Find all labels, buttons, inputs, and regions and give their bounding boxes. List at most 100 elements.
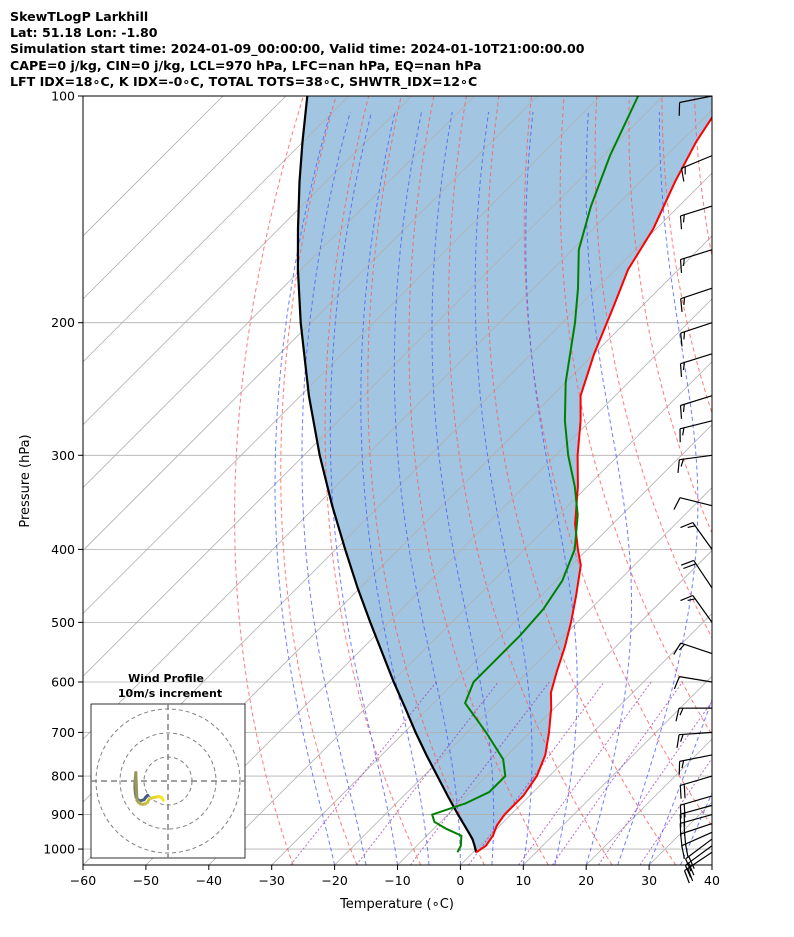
barb-feather	[682, 427, 685, 436]
wind-barb	[680, 559, 713, 589]
dry-adiabat	[367, 96, 485, 865]
moist-adiabat	[680, 791, 712, 865]
barb-feather	[687, 598, 696, 601]
barb-feather	[683, 813, 686, 827]
title-times: Simulation start time: 2024-01-09_00:00:…	[10, 41, 585, 57]
wind-barb	[673, 642, 713, 655]
moist-adiabat	[431, 111, 495, 865]
barb-feather	[679, 814, 682, 828]
mixing-ratio-line	[290, 681, 437, 865]
barb-feather	[679, 259, 683, 273]
hodograph-segment	[160, 796, 165, 802]
wind-barb	[684, 845, 713, 878]
inset-subtitle: 10m/s increment	[118, 687, 222, 700]
barb-feather	[683, 870, 690, 884]
wind-barb	[680, 322, 713, 347]
barb-shaft	[679, 454, 713, 461]
y-tick-label: 1000	[43, 842, 75, 857]
barb-shaft	[680, 795, 713, 806]
cape-cin-shading	[297, 96, 712, 853]
barb-feather	[680, 734, 684, 742]
barb-shaft	[679, 731, 713, 736]
dry-adiabat	[727, 96, 794, 865]
barb-feather	[680, 594, 694, 602]
barb-feather	[676, 734, 680, 748]
barb-shaft	[679, 95, 713, 104]
mixing-ratio-line	[468, 681, 605, 865]
isotherm-line	[711, 864, 712, 865]
isotherm-line	[208, 361, 712, 865]
isotherm-line	[271, 424, 712, 865]
barb-feather	[680, 298, 683, 312]
isotherm-line	[523, 675, 712, 865]
barb-feather	[673, 497, 681, 510]
x-tick-label: −40	[196, 873, 222, 888]
mixing-ratio-line	[597, 700, 712, 865]
wind-barb	[679, 249, 713, 273]
barb-feather	[684, 843, 689, 858]
x-tick-label: −10	[384, 873, 410, 888]
barb-feather	[683, 297, 686, 306]
mixing-ratio-line	[518, 681, 652, 865]
title-location: Lat: 51.18 Lon: -1.80	[10, 25, 158, 41]
barb-shaft	[680, 814, 713, 824]
barb-feather	[679, 363, 683, 378]
wind-barb	[679, 353, 713, 378]
grid-lines	[83, 96, 794, 865]
temperature-profile-line	[475, 115, 712, 854]
barb-shaft	[693, 560, 713, 589]
mixing-ratio-line	[409, 681, 550, 865]
inset-plot-area	[91, 704, 245, 858]
moist-adiabat	[525, 111, 578, 865]
dry-adiabat	[559, 96, 712, 736]
barb-feather	[680, 168, 685, 182]
x-tick-label: 40	[704, 873, 720, 888]
moist-adiabat	[617, 112, 699, 865]
barb-shaft	[685, 845, 713, 866]
wind-barb	[679, 795, 713, 819]
wind-barb	[685, 838, 713, 872]
x-tick-label: −20	[321, 873, 347, 888]
wind-barb	[673, 676, 713, 690]
barb-feather	[682, 362, 685, 371]
barb-feather	[680, 458, 684, 467]
barb-feather	[682, 214, 685, 223]
wind-barbs	[673, 95, 713, 884]
barb-feather	[675, 708, 680, 722]
moist-adiabat	[360, 111, 430, 865]
wind-barb	[675, 707, 713, 722]
barb-feather	[682, 404, 685, 412]
barb-shaft	[680, 822, 713, 835]
barb-shaft	[679, 676, 713, 683]
y-tick-label: 600	[51, 674, 75, 689]
title-station: SkewTLogP Larkhill	[10, 9, 149, 24]
isotherm-line	[83, 109, 712, 740]
barb-feather	[673, 642, 682, 655]
isotherm-line	[648, 801, 712, 865]
barb-shaft	[692, 522, 713, 550]
dry-adiabat	[280, 96, 358, 865]
barb-shaft	[680, 287, 713, 300]
profile-lines	[296, 96, 712, 854]
isotherm-line	[145, 298, 712, 865]
y-tick-label: 200	[51, 315, 75, 330]
barb-feather	[688, 862, 695, 876]
moist-adiabat	[329, 111, 398, 865]
wind-barb	[676, 731, 713, 748]
title-indices: LFT IDX=18∘C, K IDX=-0∘C, TOTAL TOTS=38∘…	[10, 73, 478, 89]
y-tick-label: 300	[51, 448, 75, 463]
x-tick-label: 0	[456, 873, 464, 888]
y-tick-label: 400	[51, 542, 75, 557]
barb-feather	[679, 707, 684, 716]
axes: −60 −50 −40 −30 −20 −10 0 10 20 30 40 100 200 300 400 5…	[43, 89, 720, 889]
barb-shaft	[681, 155, 713, 169]
x-axis-label: Temperature (∘C)	[339, 897, 454, 912]
dry-adiabat	[523, 96, 712, 828]
barb-feather	[683, 784, 686, 798]
y-axis-label: Pressure (hPa)	[18, 434, 33, 527]
barb-shaft	[684, 851, 713, 872]
mixing-ratio-line	[639, 757, 712, 865]
wind-barb	[678, 95, 713, 116]
wind-barb	[680, 287, 713, 312]
